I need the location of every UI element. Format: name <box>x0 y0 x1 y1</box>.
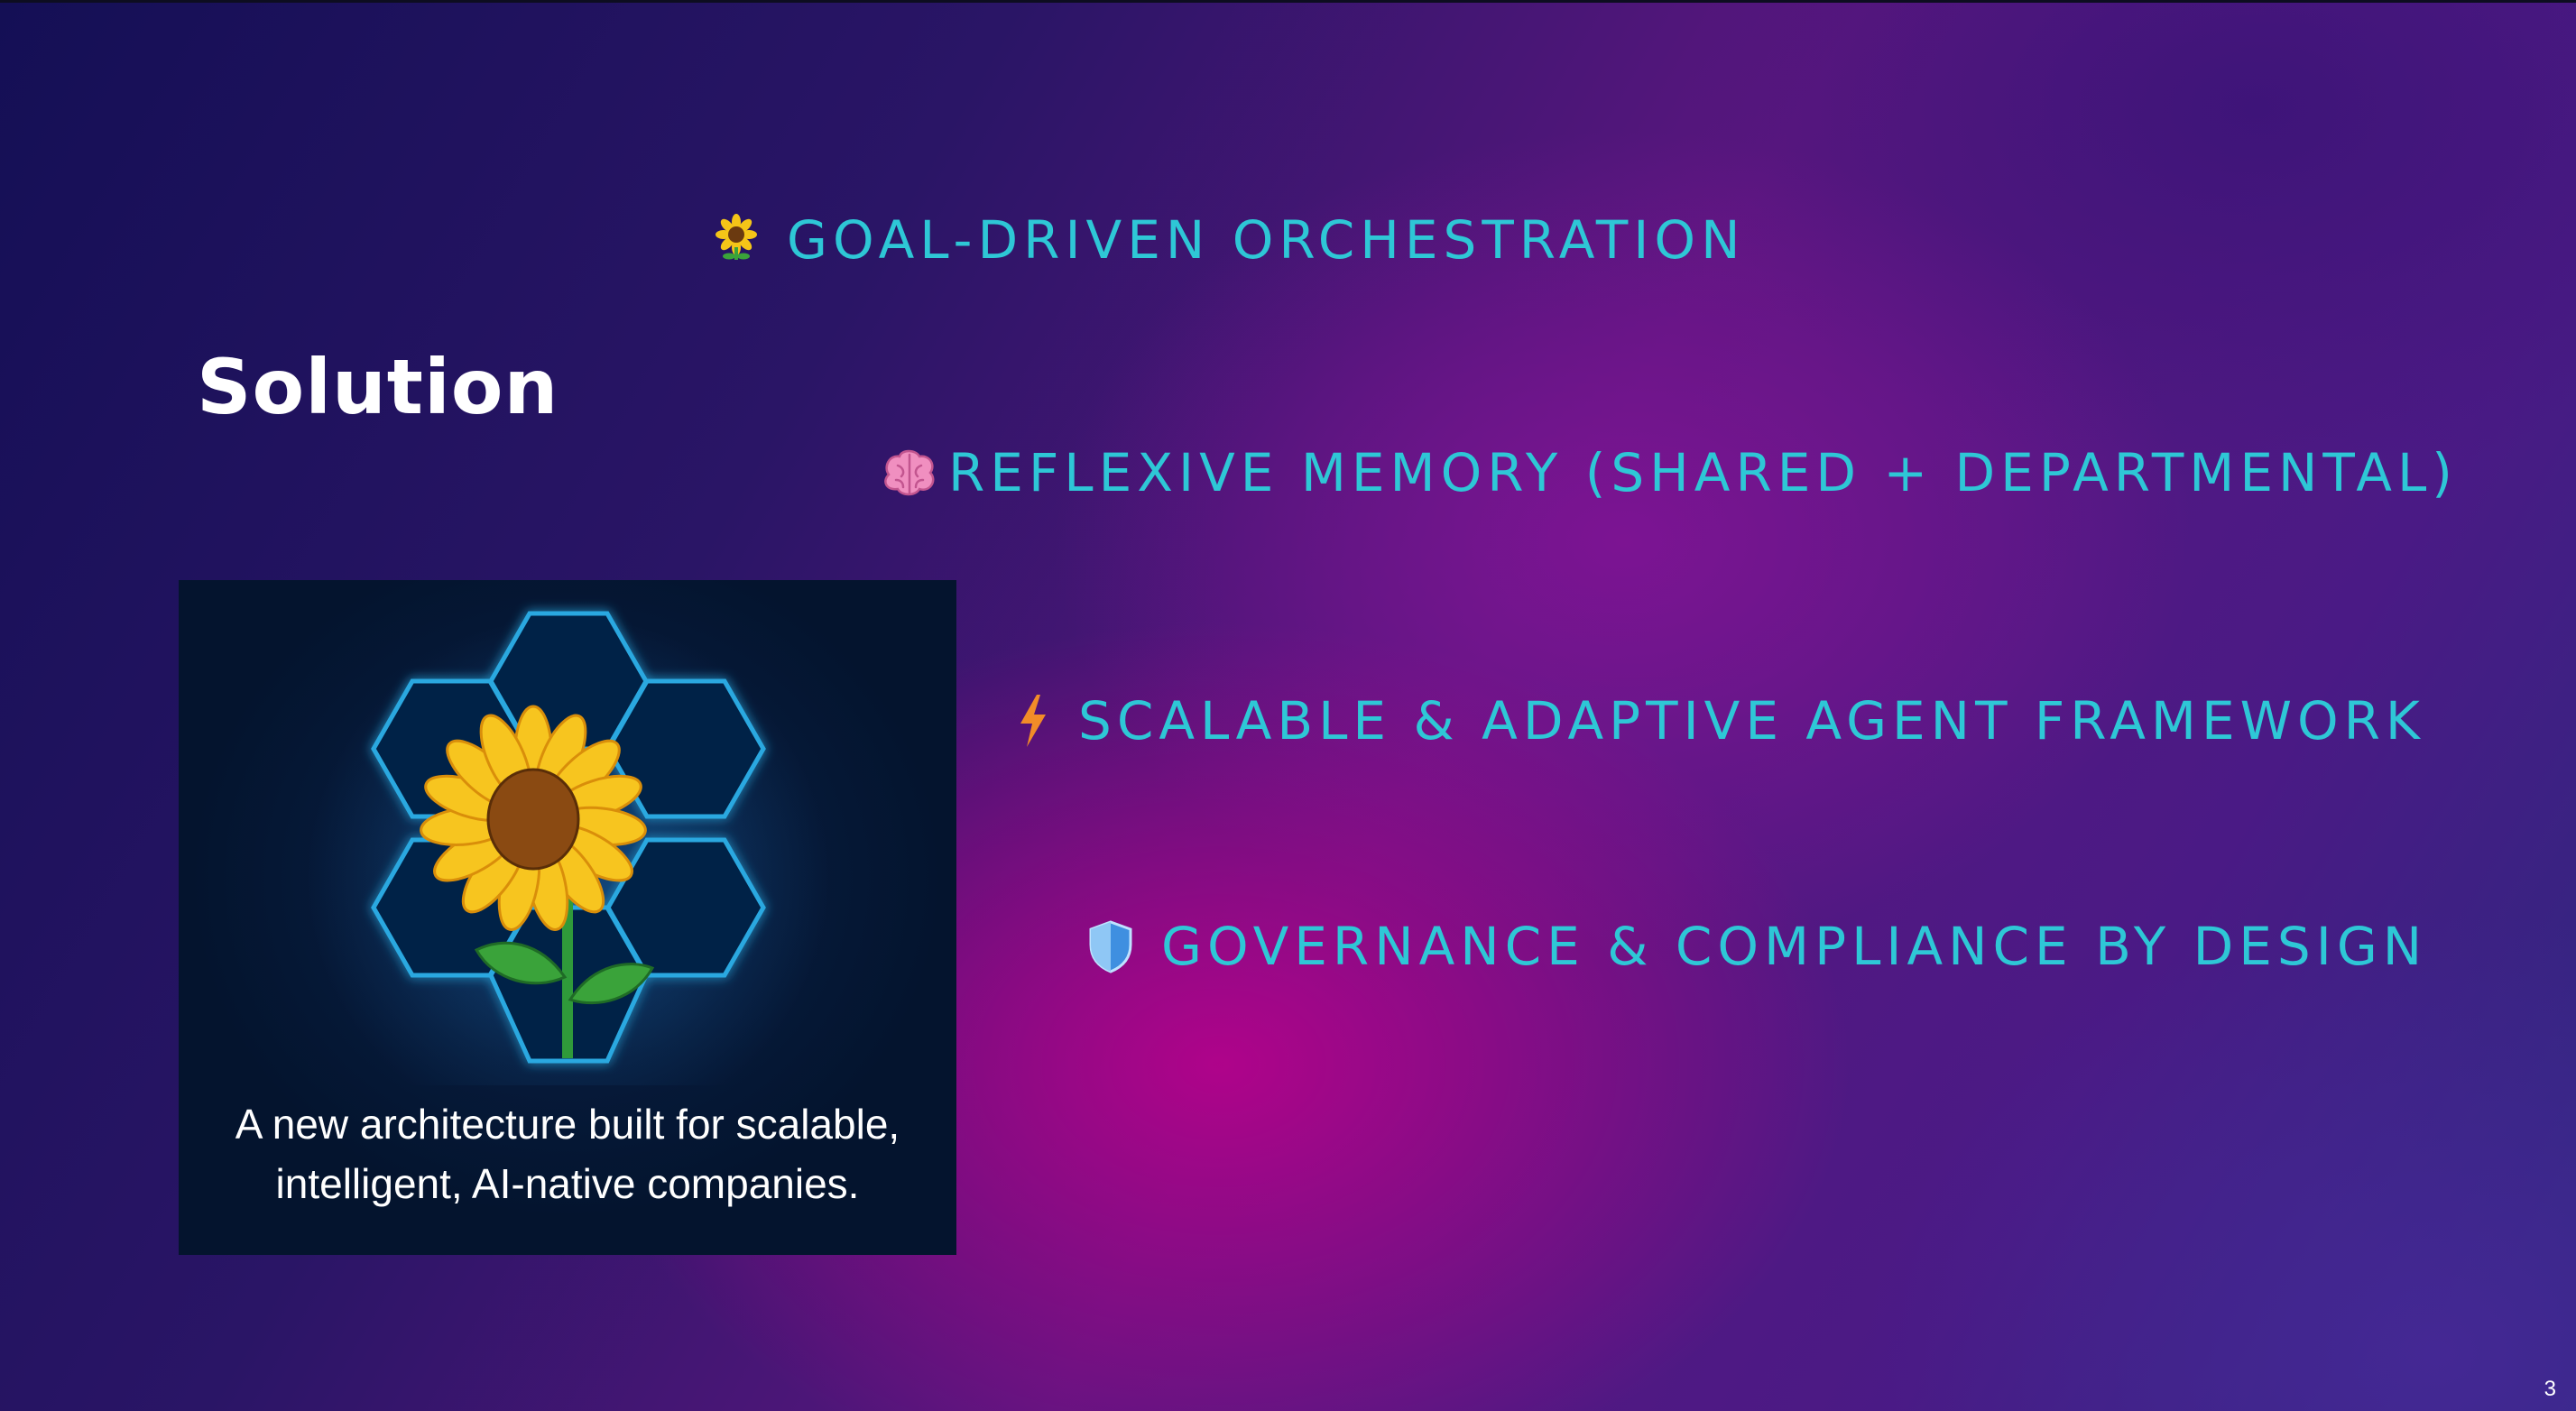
bullet-text: SCALABLE & ADAPTIVE AGENT FRAMEWORK <box>1078 690 2425 752</box>
bullet-goal-driven: GOAL-DRIVEN ORCHESTRATION <box>713 209 1745 271</box>
lightning-icon <box>1015 693 1051 749</box>
sunflower-hexagon-illustration <box>307 611 830 1085</box>
bullet-scalable-framework: SCALABLE & ADAPTIVE AGENT FRAMEWORK <box>1015 690 2425 752</box>
caption-line-1: A new architecture built for scalable, <box>235 1101 900 1148</box>
sunflower-icon <box>713 213 760 267</box>
page-number: 3 <box>2544 1377 2556 1401</box>
bullet-text: GOAL-DRIVEN ORCHESTRATION <box>787 209 1746 271</box>
card-caption: A new architecture built for scalable, i… <box>179 1094 956 1213</box>
bullet-governance: GOVERNANCE & COMPLIANCE BY DESIGN <box>1087 916 2427 977</box>
brain-icon <box>880 447 939 498</box>
shield-icon <box>1087 919 1134 973</box>
top-border <box>0 0 2576 3</box>
caption-line-2: intelligent, AI-native companies. <box>275 1160 860 1207</box>
bullet-reflexive-memory: REFLEXIVE MEMORY (SHARED + DEPARTMENTAL) <box>880 442 2458 503</box>
illustration-card: A new architecture built for scalable, i… <box>179 580 956 1255</box>
slide-title: Solution <box>197 343 559 431</box>
bullet-text: GOVERNANCE & COMPLIANCE BY DESIGN <box>1161 916 2428 977</box>
bullet-text: REFLEXIVE MEMORY (SHARED + DEPARTMENTAL) <box>948 442 2458 503</box>
